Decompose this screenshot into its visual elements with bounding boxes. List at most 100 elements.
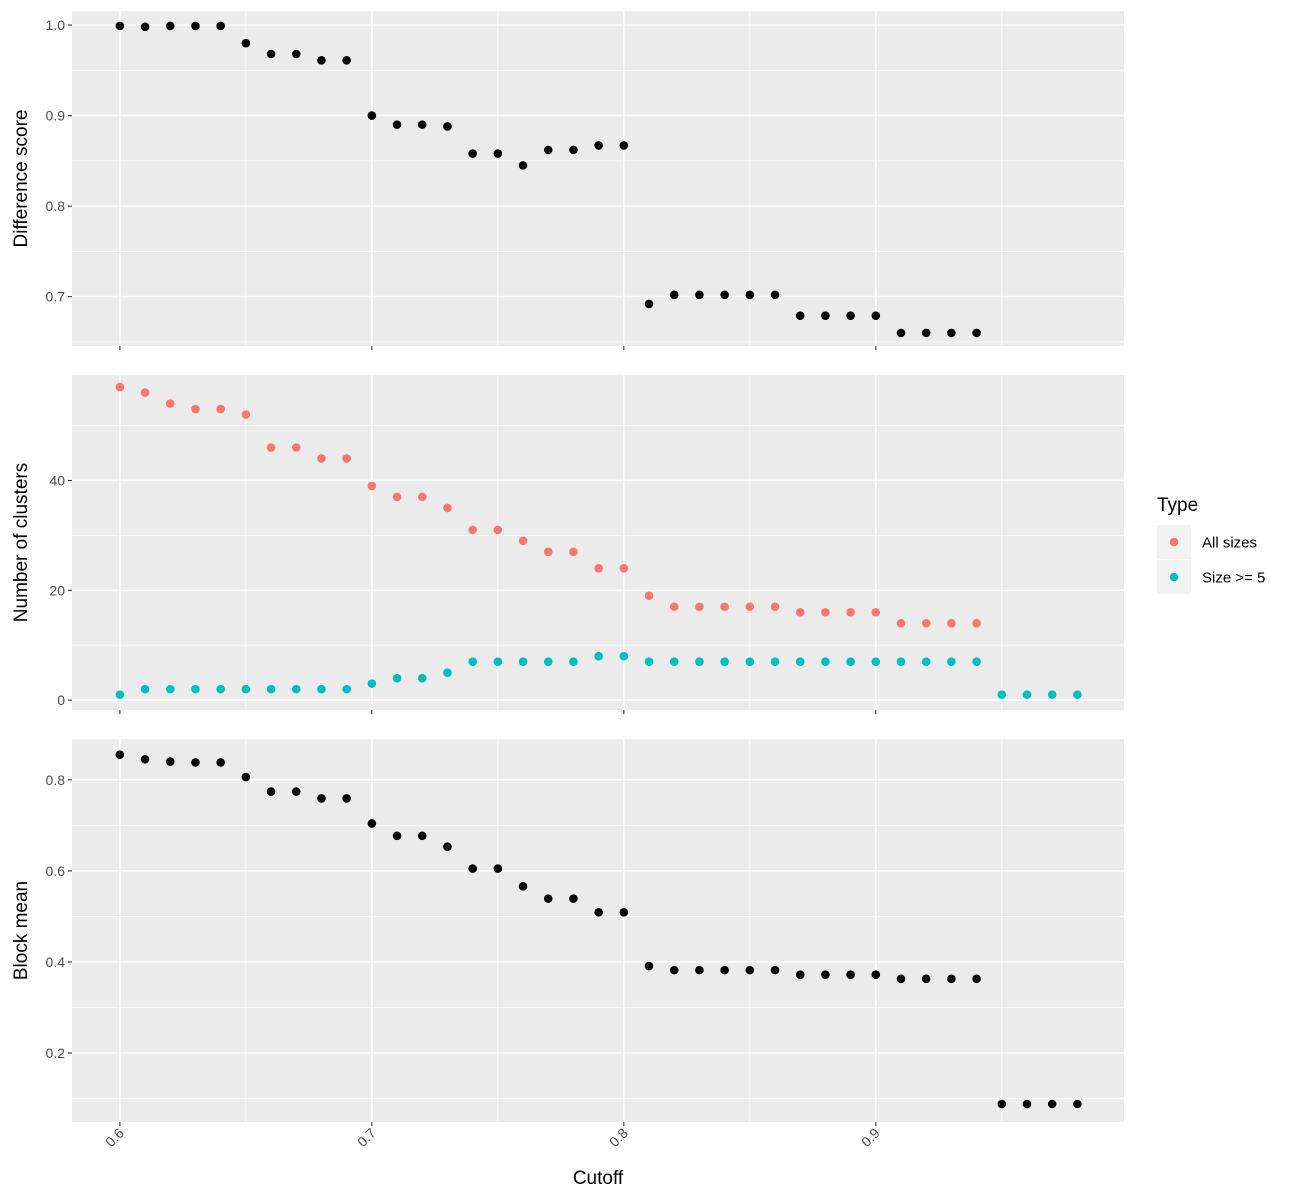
data-point	[921, 657, 931, 666]
data-point	[443, 122, 452, 131]
data-point	[115, 382, 125, 392]
data-point	[266, 684, 276, 694]
data-point	[695, 290, 704, 300]
y-tick-label: 40	[49, 472, 65, 488]
data-point	[216, 404, 225, 414]
data-point	[1022, 1099, 1032, 1109]
data-point	[291, 443, 301, 452]
legend: Type All sizes Size >= 5	[1157, 495, 1265, 594]
data-point	[896, 657, 906, 666]
data-point	[720, 602, 729, 612]
data-point	[468, 657, 477, 666]
data-point	[266, 443, 276, 452]
data-point	[443, 503, 452, 513]
data-point	[191, 758, 200, 767]
data-point	[569, 547, 578, 557]
data-point	[921, 618, 931, 628]
data-point	[669, 965, 679, 975]
x-tick-label: 0.9	[858, 1125, 883, 1150]
data-point	[947, 618, 956, 628]
data-point	[871, 311, 881, 320]
data-point	[165, 757, 175, 766]
data-point	[367, 679, 377, 688]
data-point	[1073, 1099, 1082, 1109]
data-point	[266, 787, 276, 796]
data-point	[770, 657, 780, 666]
data-point	[342, 794, 351, 803]
data-point	[443, 842, 452, 852]
data-point	[745, 965, 755, 975]
data-point	[291, 787, 301, 796]
data-point	[241, 410, 251, 419]
data-point	[770, 290, 780, 300]
data-point	[518, 657, 528, 666]
y-axis-title: Number of clusters	[11, 463, 32, 622]
data-point	[619, 564, 629, 573]
y-tick-label: 0.8	[46, 198, 66, 214]
data-point	[140, 754, 150, 764]
data-point	[468, 864, 477, 873]
data-point	[317, 684, 326, 694]
data-point	[594, 141, 603, 150]
data-point	[493, 657, 503, 666]
series-points	[115, 21, 981, 338]
data-point	[947, 328, 956, 338]
data-point	[720, 965, 729, 975]
data-point	[569, 657, 578, 666]
data-point	[821, 607, 830, 617]
panel-background	[72, 11, 1124, 346]
legend-label: All sizes	[1202, 535, 1257, 552]
data-point	[569, 145, 578, 155]
data-point	[493, 864, 503, 873]
data-point	[1022, 690, 1032, 699]
data-point	[367, 481, 377, 491]
data-point	[543, 894, 553, 903]
data-point	[191, 684, 200, 694]
data-point	[291, 49, 301, 59]
legend-key	[1169, 537, 1179, 547]
data-point	[821, 970, 830, 979]
y-tick-label: 0	[57, 692, 65, 708]
data-point	[317, 454, 326, 463]
data-point	[972, 657, 981, 666]
data-point	[770, 965, 780, 975]
data-point	[619, 651, 629, 661]
data-point	[392, 120, 402, 129]
data-point	[921, 328, 931, 338]
data-point	[1047, 1099, 1057, 1109]
data-point	[392, 492, 402, 502]
data-point	[821, 657, 830, 666]
data-point	[720, 290, 729, 300]
data-point	[115, 21, 125, 31]
data-point	[140, 388, 150, 397]
data-point	[216, 758, 225, 767]
data-point	[342, 684, 351, 694]
data-point	[468, 525, 477, 535]
data-point	[291, 684, 301, 694]
data-point	[972, 618, 981, 628]
data-point	[191, 21, 200, 31]
series-points	[115, 750, 1082, 1109]
data-point	[493, 149, 503, 158]
data-point	[669, 290, 679, 300]
data-point	[367, 111, 377, 120]
data-point	[241, 38, 251, 48]
series-all-sizes	[115, 382, 981, 628]
y-tick-label: 0.8	[46, 772, 66, 788]
data-point	[997, 1099, 1007, 1109]
data-point	[518, 161, 528, 170]
panel-1: 0.7 0.8 0.9 1.0 Difference score	[11, 11, 1124, 350]
data-point	[417, 673, 427, 683]
data-point	[644, 591, 654, 601]
data-point	[720, 657, 729, 666]
data-point	[846, 657, 855, 666]
data-point	[896, 974, 906, 984]
data-point	[896, 618, 906, 628]
y-tick-label: 0.7	[46, 289, 66, 305]
data-point	[165, 21, 175, 31]
data-point	[846, 607, 855, 617]
data-point	[342, 454, 351, 463]
y-axis-title: Block mean	[11, 881, 32, 980]
legend-title: Type	[1157, 495, 1198, 516]
data-point	[619, 907, 629, 917]
